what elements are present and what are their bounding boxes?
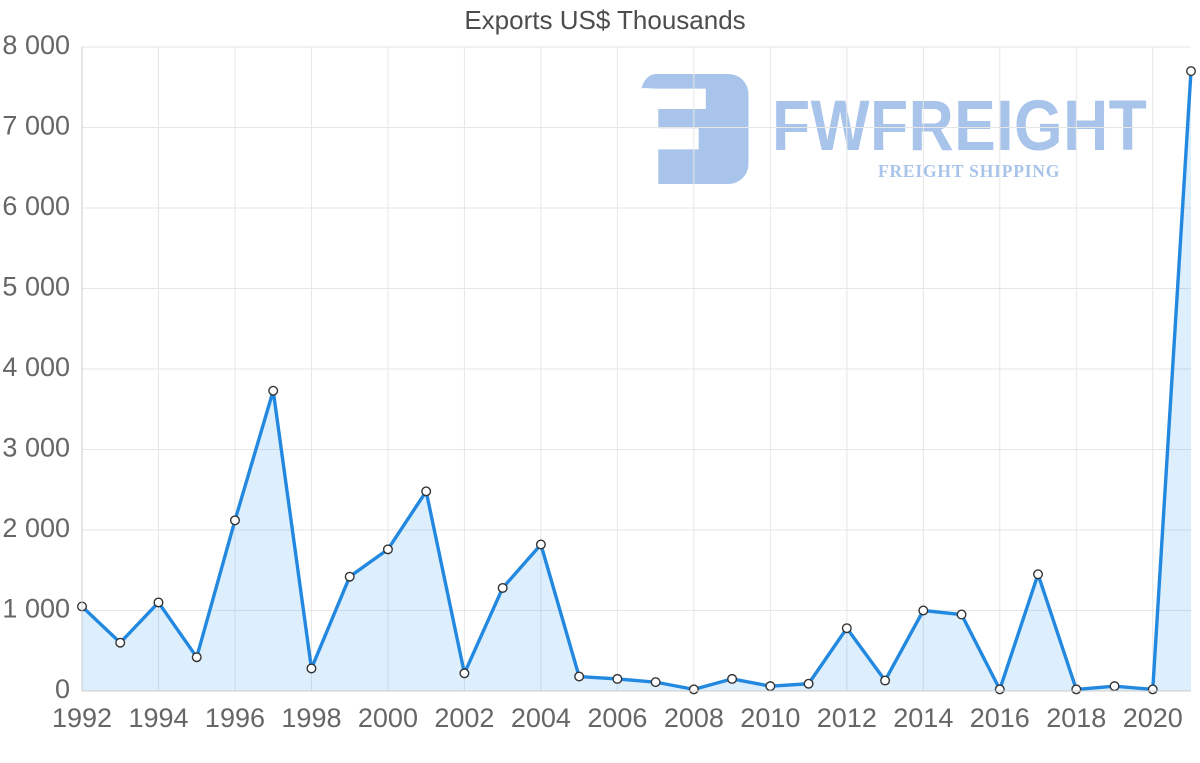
svg-text:3 000: 3 000 — [2, 433, 70, 463]
svg-text:8 000: 8 000 — [2, 30, 70, 60]
svg-text:2000: 2000 — [358, 703, 418, 733]
svg-text:1992: 1992 — [52, 703, 112, 733]
svg-text:0: 0 — [55, 674, 70, 704]
svg-text:2010: 2010 — [740, 703, 800, 733]
svg-text:7 000: 7 000 — [2, 111, 70, 141]
svg-text:Exports US$ Thousands: Exports US$ Thousands — [464, 5, 745, 35]
svg-text:2012: 2012 — [817, 703, 877, 733]
svg-text:2020: 2020 — [1123, 703, 1183, 733]
svg-text:2008: 2008 — [664, 703, 724, 733]
svg-text:2018: 2018 — [1046, 703, 1106, 733]
svg-text:1996: 1996 — [205, 703, 265, 733]
svg-text:5 000: 5 000 — [2, 272, 70, 302]
svg-text:FREIGHT SHIPPING: FREIGHT SHIPPING — [878, 161, 1060, 181]
svg-text:2006: 2006 — [587, 703, 647, 733]
svg-text:6 000: 6 000 — [2, 191, 70, 221]
svg-text:1998: 1998 — [281, 703, 341, 733]
svg-text:2004: 2004 — [511, 703, 571, 733]
svg-text:2 000: 2 000 — [2, 513, 70, 543]
svg-text:2016: 2016 — [970, 703, 1030, 733]
svg-text:4 000: 4 000 — [2, 352, 70, 382]
svg-text:1 000: 1 000 — [2, 594, 70, 624]
svg-text:1994: 1994 — [128, 703, 188, 733]
svg-text:2014: 2014 — [893, 703, 953, 733]
svg-text:FWFREIGHT: FWFREIGHT — [772, 86, 1147, 166]
svg-text:2002: 2002 — [434, 703, 494, 733]
